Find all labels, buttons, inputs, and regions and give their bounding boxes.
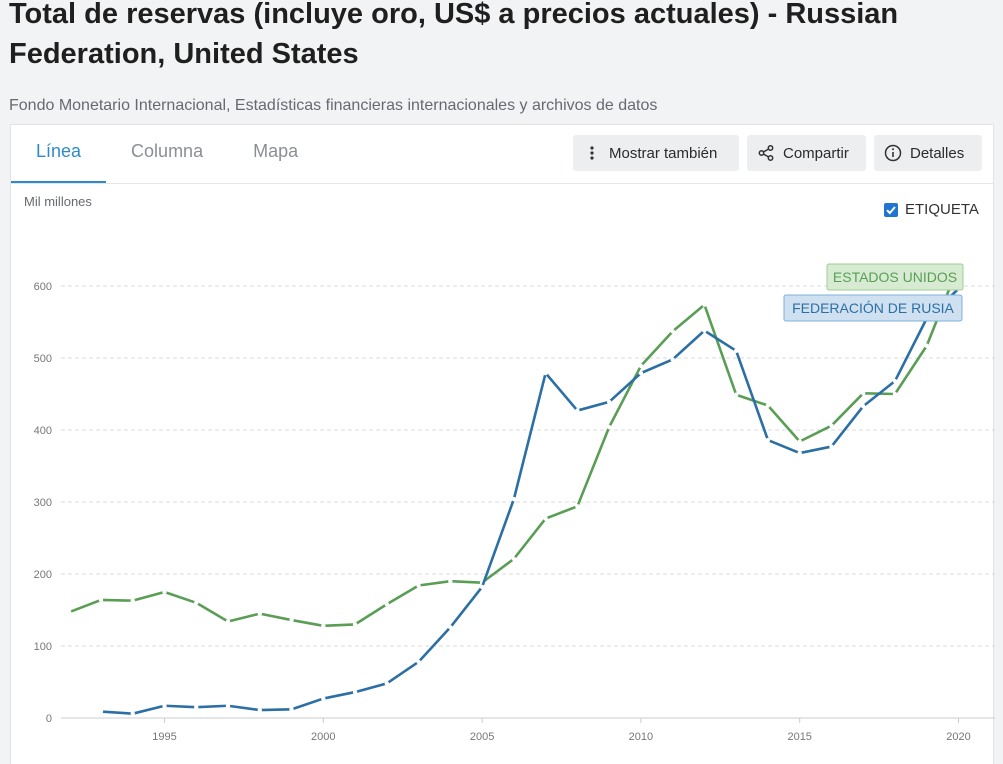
- data-point: [194, 600, 199, 605]
- data-point: [225, 619, 231, 624]
- data-point: [543, 370, 548, 376]
- details-button[interactable]: Detalles: [874, 135, 982, 171]
- data-source: Fondo Monetario Internacional, Estadísti…: [9, 97, 658, 114]
- data-point: [638, 370, 644, 376]
- data-point: [448, 579, 453, 584]
- data-point: [479, 584, 485, 590]
- data-point: [67, 609, 72, 615]
- chart-card: Línea Columna Mapa Mostrar también Compa…: [10, 124, 995, 764]
- data-point: [384, 681, 390, 686]
- data-point: [892, 391, 898, 397]
- data-point: [606, 424, 612, 430]
- y-tick-label: 200: [34, 569, 52, 581]
- data-point: [416, 583, 421, 588]
- data-point: [289, 617, 294, 623]
- x-tick-label: 2020: [946, 731, 970, 743]
- data-point: [829, 423, 834, 428]
- x-tick-label: 2005: [470, 731, 494, 743]
- view-tabs: Línea Columna Mapa: [11, 125, 323, 183]
- data-point: [98, 709, 104, 714]
- data-point: [733, 348, 739, 353]
- data-point: [543, 516, 548, 521]
- tab-map[interactable]: Mapa: [253, 141, 299, 161]
- y-tick-label: 400: [34, 425, 52, 437]
- data-point: [416, 659, 421, 665]
- data-point: [861, 391, 866, 396]
- checkbox-checked-icon[interactable]: [884, 202, 898, 217]
- label-toggle[interactable]: ETIQUETA: [884, 201, 979, 218]
- data-point: [162, 703, 167, 708]
- data-point: [352, 622, 358, 627]
- data-point: [606, 399, 612, 405]
- more-vertical-icon: [583, 144, 601, 162]
- share-label: Compartir: [783, 144, 849, 162]
- show-also-label: Mostrar también: [609, 144, 718, 162]
- data-point: [892, 378, 898, 384]
- share-button[interactable]: Compartir: [747, 135, 866, 171]
- data-point: [384, 602, 390, 607]
- series-line-russia: [100, 287, 960, 715]
- data-point: [829, 444, 834, 449]
- data-point: [765, 437, 771, 443]
- data-point: [225, 703, 231, 708]
- data-point: [797, 439, 802, 444]
- y-tick-label: 100: [34, 641, 52, 653]
- data-point: [321, 696, 326, 701]
- data-point: [575, 504, 580, 509]
- tab-line[interactable]: Línea: [11, 125, 107, 183]
- line-chart: 0 100 200 300 400 500 600 1995 2000 2005 2010 2015 2…: [34, 263, 995, 743]
- details-label: Detalles: [910, 144, 965, 162]
- legend-label-us-text: ESTADOS UNIDOS: [833, 269, 957, 285]
- x-tick-label: 2015: [787, 731, 811, 743]
- legend-label-russia-box: [783, 294, 963, 322]
- data-point: [575, 408, 580, 413]
- data-point: [130, 711, 135, 716]
- data-point: [511, 556, 517, 562]
- x-tick-label: 2000: [311, 731, 335, 743]
- y-tick-label: 600: [34, 281, 52, 293]
- data-point: [257, 611, 262, 616]
- share-icon: [757, 144, 775, 162]
- tabs-divider: [11, 183, 993, 184]
- y-axis-unit-label: Mil millones: [24, 194, 92, 209]
- data-point: [670, 329, 675, 334]
- y-tick-label: 300: [34, 497, 52, 509]
- data-point: [257, 707, 262, 713]
- data-point: [702, 328, 707, 333]
- y-tick-label: 500: [34, 353, 52, 365]
- data-point: [98, 597, 104, 603]
- label-toggle-text: ETIQUETA: [905, 201, 979, 218]
- data-point: [130, 598, 135, 603]
- show-also-button[interactable]: Mostrar también: [573, 135, 739, 171]
- data-point: [289, 707, 294, 712]
- page-title: Total de reservas (incluye oro, US$ a pr…: [9, 0, 899, 70]
- legend-label-russia-text: FEDERACIÓN DE RUSIA: [792, 300, 954, 316]
- data-point: [511, 496, 517, 502]
- y-tick-label: 0: [46, 713, 52, 725]
- data-point: [321, 623, 326, 629]
- data-point: [924, 343, 929, 348]
- data-point: [638, 363, 644, 369]
- x-tick-label: 2010: [629, 731, 653, 743]
- data-point: [797, 450, 802, 456]
- x-tick-label: 1995: [152, 731, 176, 743]
- data-point: [670, 357, 675, 362]
- data-point: [861, 404, 866, 409]
- data-point: [765, 403, 771, 408]
- tab-column[interactable]: Columna: [131, 141, 204, 161]
- legend-label-us-box: [826, 263, 964, 291]
- info-icon: [884, 144, 902, 162]
- data-point: [733, 392, 739, 397]
- data-point: [162, 589, 167, 595]
- data-point: [194, 705, 199, 710]
- data-point: [352, 689, 358, 695]
- data-point: [448, 625, 453, 630]
- data-point: [702, 302, 707, 307]
